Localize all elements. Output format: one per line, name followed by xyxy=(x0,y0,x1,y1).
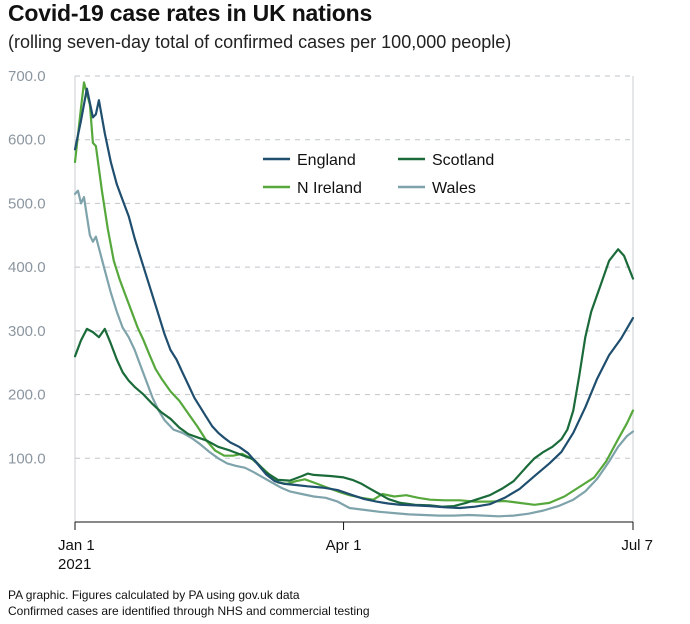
series-line-scotland xyxy=(73,248,635,508)
legend-label-n-ireland: N Ireland xyxy=(297,180,362,197)
y-tick-label: 600.0 xyxy=(8,132,46,149)
y-tick-label: 400.0 xyxy=(8,259,46,276)
x-tick-label: Jan 1 xyxy=(58,537,95,554)
x-tick-label: Apr 1 xyxy=(326,537,362,554)
footer-source: PA graphic. Figures calculated by PA usi… xyxy=(8,588,300,602)
legend-label-wales: Wales xyxy=(432,180,476,197)
line-chart: 100.0 200.0 300.0 400.0 500.0 600.0 700.0 Jan … xyxy=(8,68,653,573)
footer-note: Confirmed cases are identified through N… xyxy=(8,604,370,618)
y-tick-label: 300.0 xyxy=(8,323,46,340)
y-tick-label: 500.0 xyxy=(8,195,46,212)
legend: England Scotland N Ireland Wales xyxy=(263,152,494,197)
x-axis: Jan 1 2021 Apr 1 Jul 7 xyxy=(58,76,653,573)
x-tick-sublabel: 2021 xyxy=(58,556,91,573)
gridlines xyxy=(75,75,633,459)
legend-label-scotland: Scotland xyxy=(432,152,494,169)
x-tick-label: Jul 7 xyxy=(621,537,653,554)
series-line-wales xyxy=(73,189,635,518)
series-line-n-ireland xyxy=(73,81,635,506)
series-line-england xyxy=(73,87,635,510)
y-tick-label: 200.0 xyxy=(8,387,46,404)
y-tick-label: 100.0 xyxy=(8,450,46,467)
legend-label-england: England xyxy=(297,152,356,169)
y-tick-label: 700.0 xyxy=(8,68,46,85)
chart-subtitle: (rolling seven-day total of confirmed ca… xyxy=(8,32,512,52)
y-axis-ticks: 100.0 200.0 300.0 400.0 500.0 600.0 700.0 xyxy=(8,68,46,467)
chart-title: Covid-19 case rates in UK nations xyxy=(8,0,373,26)
series-lines xyxy=(73,81,635,518)
